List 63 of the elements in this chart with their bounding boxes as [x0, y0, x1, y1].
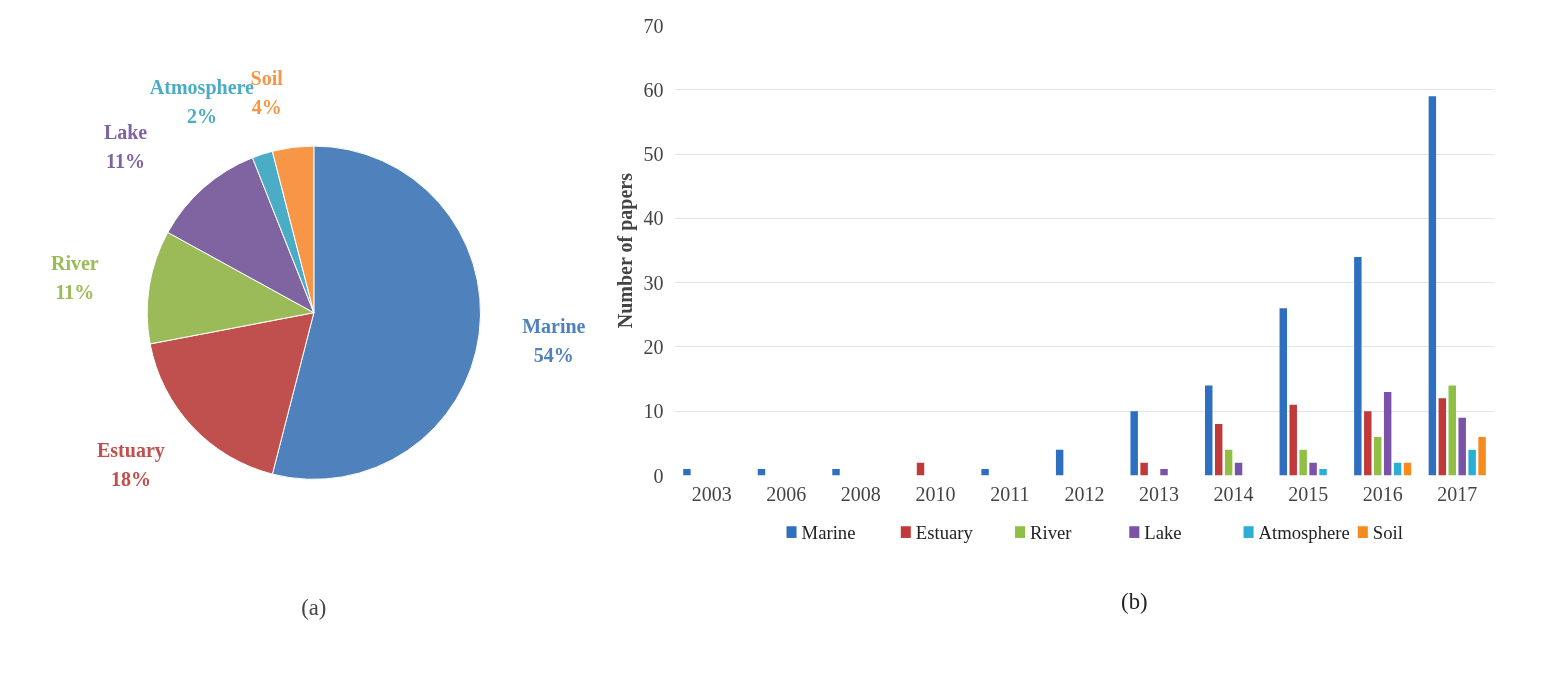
bar	[1478, 436, 1486, 476]
legend-label: Lake	[1144, 521, 1182, 543]
bar	[1428, 96, 1437, 476]
x-tick-label: 2015	[1288, 482, 1329, 505]
bar	[1279, 308, 1288, 476]
bar	[1130, 411, 1138, 476]
x-tick-label: 2013	[1139, 482, 1180, 505]
y-tick-label: 0	[653, 464, 664, 487]
bar	[1224, 449, 1233, 476]
bar	[1299, 449, 1307, 476]
legend-label: Atmosphere	[1258, 521, 1350, 543]
x-tick-label: 2008	[840, 482, 881, 505]
data-label: 54%	[533, 344, 574, 367]
y-tick-label: 40	[643, 207, 664, 230]
bar	[1214, 424, 1223, 476]
bar	[1205, 385, 1213, 476]
y-tick-label: 50	[643, 143, 664, 166]
bar	[1140, 462, 1148, 476]
slice-label: River	[50, 252, 99, 275]
y-tick-label: 60	[643, 78, 664, 101]
data-label: 2%	[186, 105, 217, 128]
legend-label: Marine	[801, 521, 856, 543]
bar	[981, 469, 989, 476]
y-tick-label: 10	[643, 400, 664, 423]
bar	[1458, 417, 1466, 476]
legend-label: River	[1030, 521, 1073, 543]
bar	[1309, 462, 1317, 476]
slice-label: Marine	[522, 315, 586, 337]
x-tick-label: 2017	[1437, 482, 1478, 505]
text: (a)	[301, 594, 327, 620]
bar	[1468, 449, 1476, 476]
bar	[1160, 469, 1168, 476]
bar	[1319, 469, 1327, 476]
y-axis-title: Number of papers	[613, 172, 637, 329]
x-tick-label: 2012	[1064, 482, 1105, 505]
x-tick-label: 2014	[1213, 482, 1254, 505]
x-tick-label: 2011	[990, 482, 1030, 505]
bar	[683, 469, 691, 476]
bar	[1354, 256, 1362, 476]
legend-label: Estuary	[915, 521, 974, 543]
bar	[1373, 436, 1382, 476]
x-tick-label: 2010	[915, 482, 956, 505]
y-tick-label: 30	[643, 271, 664, 294]
x-tick-label: 2016	[1362, 482, 1403, 505]
bar	[1383, 391, 1392, 476]
text: (b)	[1121, 588, 1148, 614]
bar	[1289, 404, 1297, 476]
data-label: 18%	[110, 468, 151, 491]
x-tick-label: 2003	[691, 482, 732, 505]
legend-label: Soil	[1372, 521, 1403, 543]
bar	[1448, 385, 1456, 476]
bar	[1055, 449, 1064, 476]
slice-label: Lake	[103, 120, 148, 143]
bar	[832, 469, 840, 476]
slice-label: Estuary	[97, 439, 165, 463]
bar	[1364, 411, 1372, 476]
bar	[1438, 398, 1447, 476]
data-label: 11%	[106, 149, 146, 172]
x-tick-label: 2006	[766, 482, 807, 505]
y-tick-label: 70	[643, 14, 664, 37]
y-tick-label: 20	[643, 335, 664, 358]
data-label: 4%	[251, 96, 282, 119]
data-label: 11%	[55, 281, 95, 304]
